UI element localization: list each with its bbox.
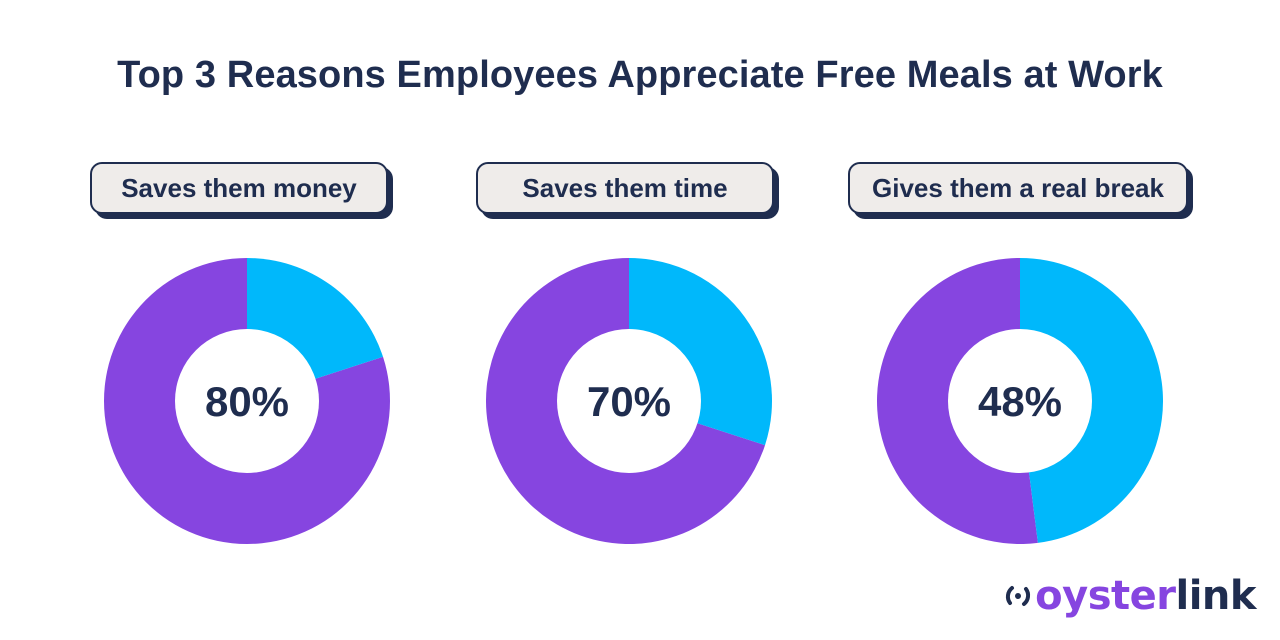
reason-label-3: Gives them a real break xyxy=(848,162,1188,214)
chart-title: Top 3 Reasons Employees Appreciate Free … xyxy=(117,54,1163,96)
percent-label-1: 80% xyxy=(205,378,289,425)
donut-chart-1: Saves them money 80% xyxy=(57,162,437,562)
percent-label-2: 70% xyxy=(587,378,671,425)
donut-hole xyxy=(557,329,701,473)
brand-wordmark: oysterlink xyxy=(1035,573,1256,619)
donut-3: 48% xyxy=(877,258,1163,544)
donut-chart-3: Gives them a real break 48% xyxy=(830,162,1210,562)
percent-label-3: 48% xyxy=(978,378,1062,425)
donut-2: 70% xyxy=(486,258,772,544)
reason-label-1: Saves them money xyxy=(90,162,388,214)
donut-hole xyxy=(175,329,319,473)
donut-chart-2: Saves them time 70% xyxy=(439,162,819,562)
donut-hole xyxy=(948,329,1092,473)
oysterlink-logo: oysterlink xyxy=(1001,572,1256,620)
reason-label-2: Saves them time xyxy=(476,162,774,214)
donut-1: 80% xyxy=(104,258,390,544)
oyster-icon xyxy=(1006,586,1031,606)
